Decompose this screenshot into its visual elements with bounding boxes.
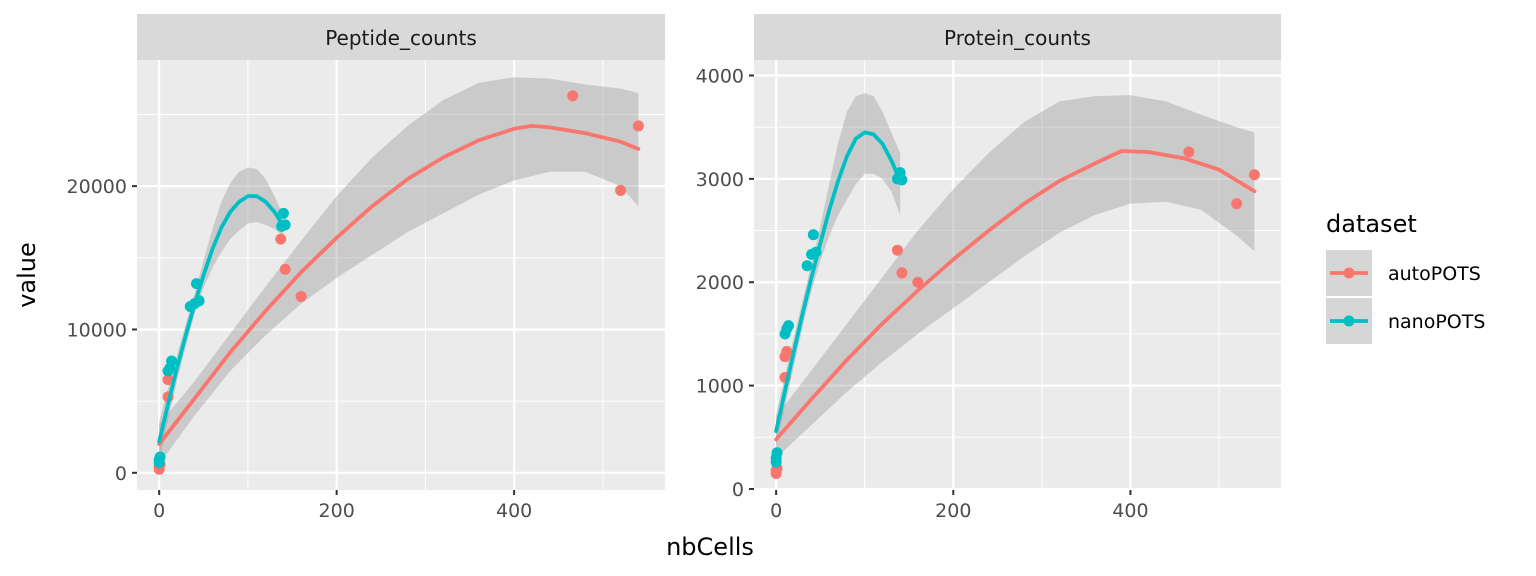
data-point-autopots [275,233,287,245]
y-tick-label: 2000 [696,272,744,294]
data-point-autopots [912,276,924,288]
fit-line-nanopots [774,130,902,433]
legend-key-point [1343,267,1355,279]
y-axis-title: value [13,242,41,308]
data-point-autopots [891,244,903,256]
data-point-autopots [896,267,908,279]
facet-strip [754,14,1281,60]
fit-line-nanopots [157,194,286,444]
data-point-autopots [615,184,627,196]
x-tick-label: 200 [935,500,971,522]
x-axis-title: nbCells [666,533,754,561]
confidence-band-nanopots [776,93,901,448]
data-point-nanopots [154,451,166,463]
y-tick-label: 20000 [67,176,127,198]
gridlines [754,60,1281,490]
data-point-autopots [781,345,793,357]
data-point-nanopots [277,207,289,219]
y-tick-label: 4000 [696,66,744,88]
data-point-nanopots [771,447,783,459]
data-point-autopots [279,263,291,275]
legend-title: dataset [1326,210,1417,238]
x-tick-label: 400 [496,500,532,522]
data-point-autopots [1183,146,1195,158]
data-point-nanopots [801,260,813,272]
y-tick-label: 1000 [696,376,744,398]
facet-peptide-counts: Peptide_counts 0 10000 20000 0 200 400 [67,14,665,522]
facet-protein-counts: Protein_counts 0 1000 2000 3000 4000 0 200 400 [696,14,1281,522]
plot-area [153,77,644,475]
x-tick-label: 0 [770,500,782,522]
data-point-autopots [1248,169,1260,181]
data-point-autopots [632,120,644,132]
fit-line-autopots [157,124,641,446]
data-point-nanopots [166,355,178,367]
x-tick-label: 400 [1112,500,1148,522]
legend-entries: autoPOTS nanoPOTS [1326,250,1485,344]
confidence-band-autopots [776,95,1255,458]
y-tick-label: 3000 [696,169,744,191]
data-point-autopots [295,291,307,302]
x-tick-label: 0 [153,500,165,522]
confidence-band-autopots [159,77,639,465]
plot-area [770,93,1260,479]
facet-strip-label: Protein_counts [944,26,1091,50]
legend: dataset autoPOTS nanoPOTS [1326,210,1485,344]
facet-strip [137,14,665,60]
data-point-autopots [1231,198,1243,210]
facet-strip-label: Peptide_counts [325,26,477,50]
data-point-autopots [162,374,174,386]
legend-label: autoPOTS [1388,263,1481,285]
y-tick-label: 0 [115,463,127,485]
legend-key-point [1343,315,1355,327]
legend-entry-autopots: autoPOTS [1326,250,1481,296]
panel-background [754,60,1281,490]
y-tick-label: 0 [732,479,744,501]
fit-line-autopots [774,149,1257,442]
data-point-autopots [567,90,579,102]
data-point-nanopots [807,229,819,241]
legend-label: nanoPOTS [1388,311,1485,333]
y-tick-label: 10000 [67,319,127,341]
x-tick-label: 200 [319,500,355,522]
data-point-nanopots [783,320,795,332]
legend-entry-nanopots: nanoPOTS [1326,298,1485,344]
